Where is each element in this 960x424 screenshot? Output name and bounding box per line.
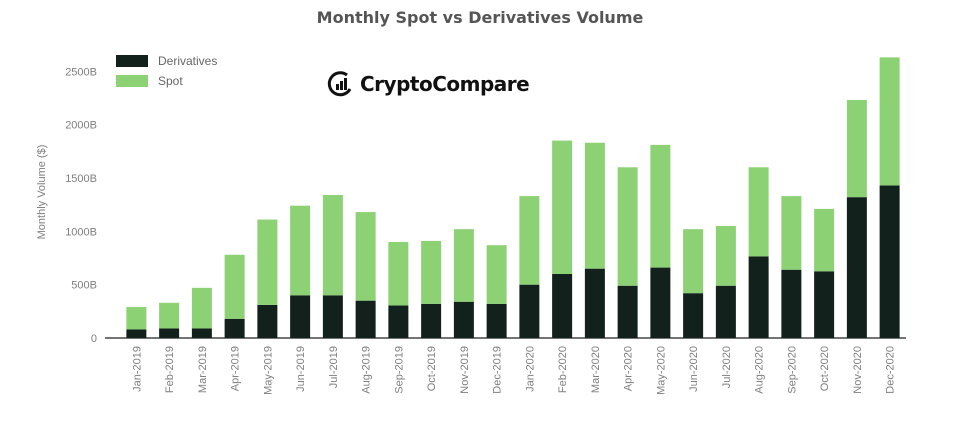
x-tick-label: Aug-2020: [754, 346, 766, 394]
bar-spot-apr-2019: [224, 254, 245, 319]
x-tick-label: Jun-2019: [295, 346, 307, 392]
bar-derivatives-apr-2019: [224, 318, 245, 338]
legend-label-derivatives: Derivatives: [158, 54, 217, 68]
x-tick-label: Nov-2019: [459, 346, 471, 394]
x-tick-label: Jan-2020: [524, 346, 536, 392]
bar-derivatives-feb-2020: [552, 273, 573, 338]
x-tick-label: Oct-2019: [426, 346, 438, 391]
bar-spot-jun-2019: [290, 205, 311, 296]
bar-derivatives-dec-2020: [879, 185, 900, 338]
cryptocompare-logo: CryptoCompare: [326, 68, 530, 100]
bar-derivatives-nov-2019: [453, 301, 474, 338]
bar-spot-sep-2020: [781, 196, 802, 270]
x-tick-label: Jan-2019: [131, 346, 143, 392]
x-tick-label: Mar-2019: [197, 346, 209, 393]
bar-spot-jul-2020: [715, 225, 736, 286]
bar-derivatives-aug-2019: [355, 300, 376, 338]
bar-derivatives-jan-2020: [519, 284, 540, 338]
bar-derivatives-oct-2019: [421, 303, 442, 338]
brand-name: CryptoCompare: [360, 72, 530, 96]
bar-derivatives-jul-2019: [322, 295, 343, 338]
y-tick-label: 1500B: [65, 173, 97, 185]
legend: Derivatives Spot: [116, 54, 217, 88]
bar-spot-oct-2019: [421, 240, 442, 304]
y-tick-label: 500B: [71, 280, 97, 292]
bar-spot-jan-2020: [519, 196, 540, 285]
bar-spot-dec-2020: [879, 57, 900, 186]
bar-derivatives-jan-2019: [126, 329, 147, 338]
y-axis-ticks: 0 500B 1000B 1500B 2000B 2500B: [65, 66, 97, 345]
x-axis-ticks: Jan-2019 Feb-2019 Mar-2019 Apr-2019 May-2019…: [131, 346, 896, 395]
bar-spot-jul-2019: [322, 195, 343, 296]
legend-label-spot: Spot: [158, 74, 183, 88]
bar-derivatives-dec-2019: [486, 303, 507, 338]
bar-spot-jan-2019: [126, 307, 147, 330]
y-tick-label: 2500B: [65, 66, 97, 78]
bar-spot-feb-2019: [159, 302, 180, 329]
bar-derivatives-mar-2019: [191, 328, 212, 338]
bar-spot-may-2020: [650, 144, 671, 268]
x-tick-label: Aug-2019: [361, 346, 373, 394]
bar-derivatives-apr-2020: [617, 285, 638, 338]
bar-spot-dec-2019: [486, 245, 507, 304]
x-tick-label: Sep-2020: [786, 346, 798, 394]
bar-derivatives-jul-2020: [715, 285, 736, 338]
bar-derivatives-sep-2019: [388, 305, 409, 338]
x-tick-label: May-2020: [655, 346, 667, 395]
bar-spot-oct-2020: [814, 208, 835, 272]
bar-derivatives-nov-2020: [846, 197, 867, 338]
bars: [126, 57, 900, 338]
y-tick-label: 2000B: [65, 120, 97, 132]
bar-spot-nov-2019: [453, 229, 474, 302]
x-tick-label: Apr-2020: [623, 346, 635, 391]
x-tick-label: Jun-2020: [688, 346, 700, 392]
bar-spot-may-2019: [257, 219, 278, 305]
y-axis-title: Monthly Volume ($): [36, 145, 48, 240]
bar-spot-aug-2020: [748, 167, 769, 257]
bar-derivatives-feb-2019: [159, 328, 180, 338]
x-tick-label: Jul-2020: [721, 346, 733, 388]
bar-spot-mar-2019: [191, 287, 212, 329]
bar-derivatives-jun-2020: [683, 293, 704, 338]
bar-spot-sep-2019: [388, 241, 409, 306]
bar-spot-feb-2020: [552, 140, 573, 274]
bar-spot-aug-2019: [355, 212, 376, 301]
bar-derivatives-may-2020: [650, 267, 671, 338]
x-tick-label: Sep-2019: [393, 346, 405, 394]
x-tick-label: Dec-2019: [492, 346, 504, 394]
bar-spot-jun-2020: [683, 229, 704, 294]
bar-spot-mar-2020: [584, 142, 605, 269]
y-tick-label: 1000B: [65, 226, 97, 238]
legend-swatch-derivatives: [116, 55, 148, 67]
bar-derivatives-aug-2020: [748, 256, 769, 338]
x-tick-label: May-2019: [262, 346, 274, 395]
cryptocompare-logo-icon: [327, 71, 352, 97]
bar-spot-nov-2020: [846, 100, 867, 198]
x-tick-label: Nov-2020: [852, 346, 864, 394]
x-tick-label: Feb-2019: [164, 346, 176, 393]
bar-derivatives-sep-2020: [781, 269, 802, 338]
bar-derivatives-mar-2020: [584, 268, 605, 338]
x-tick-label: Apr-2019: [230, 346, 242, 391]
x-tick-label: Mar-2020: [590, 346, 602, 393]
x-tick-label: Dec-2020: [885, 346, 897, 394]
bar-derivatives-oct-2020: [814, 271, 835, 338]
legend-swatch-spot: [116, 75, 148, 87]
bar-derivatives-jun-2019: [290, 295, 311, 338]
x-tick-label: Feb-2020: [557, 346, 569, 393]
chart-title: Monthly Spot vs Derivatives Volume: [316, 8, 644, 27]
x-tick-label: Oct-2020: [819, 346, 831, 391]
bar-spot-apr-2020: [617, 167, 638, 286]
x-tick-label: Jul-2019: [328, 346, 340, 388]
y-tick-label: 0: [91, 333, 97, 345]
bar-derivatives-may-2019: [257, 304, 278, 338]
